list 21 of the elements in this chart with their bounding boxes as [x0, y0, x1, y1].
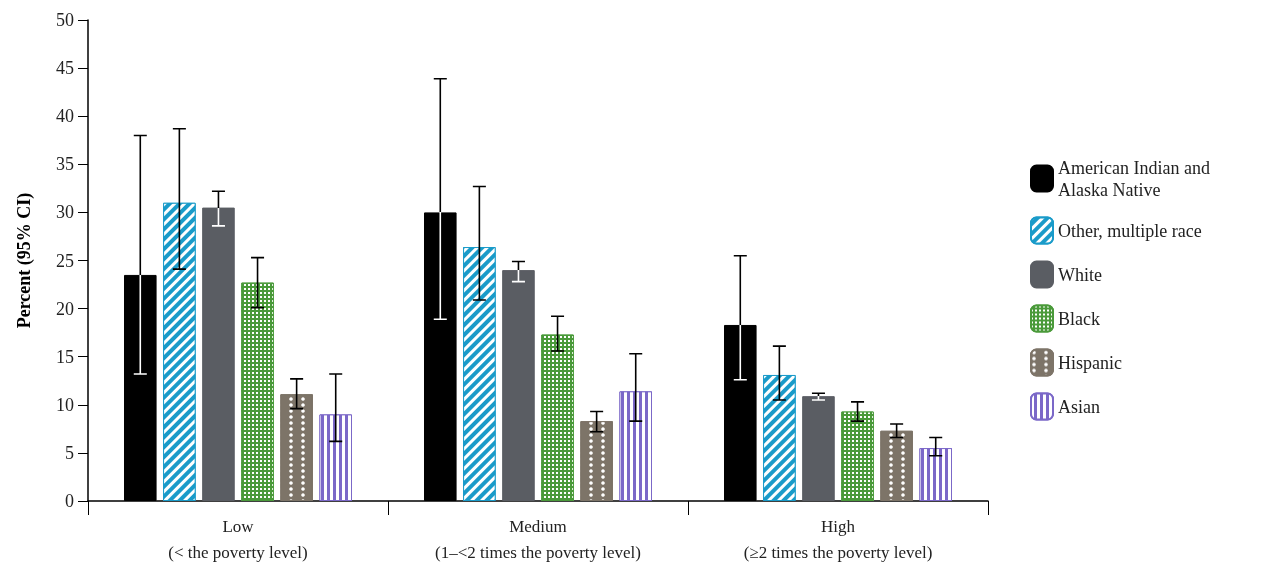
y-tick-label: 15: [56, 346, 74, 367]
y-tick-label: 50: [56, 10, 74, 30]
x-tick-label: Low (< the poverty level): [168, 516, 308, 562]
y-axis-title: Percent (95% CI): [14, 192, 35, 329]
x-tick-label: Medium (1–<2 times the poverty level): [435, 516, 641, 562]
legend-label: Other, multiple race: [1058, 220, 1202, 241]
x-tick-label: High (≥2 times the poverty level): [743, 516, 933, 562]
legend-label: Asian: [1058, 396, 1100, 417]
y-tick-label: 35: [56, 154, 74, 175]
y-tick-label: 20: [56, 298, 74, 319]
y-tick-label: 30: [56, 202, 74, 223]
y-tick-label: 40: [56, 106, 74, 127]
legend-label: American Indian and Alaska Native: [1058, 157, 1215, 200]
y-tick-label: 10: [56, 394, 74, 415]
y-tick-label: 0: [65, 491, 74, 511]
y-tick-label: 5: [65, 442, 74, 463]
legend-label: Black: [1058, 308, 1100, 329]
y-tick-label: 45: [56, 58, 74, 79]
legend-label: White: [1058, 264, 1102, 285]
legend-label: Hispanic: [1058, 352, 1122, 373]
y-tick-label: 25: [56, 250, 74, 271]
